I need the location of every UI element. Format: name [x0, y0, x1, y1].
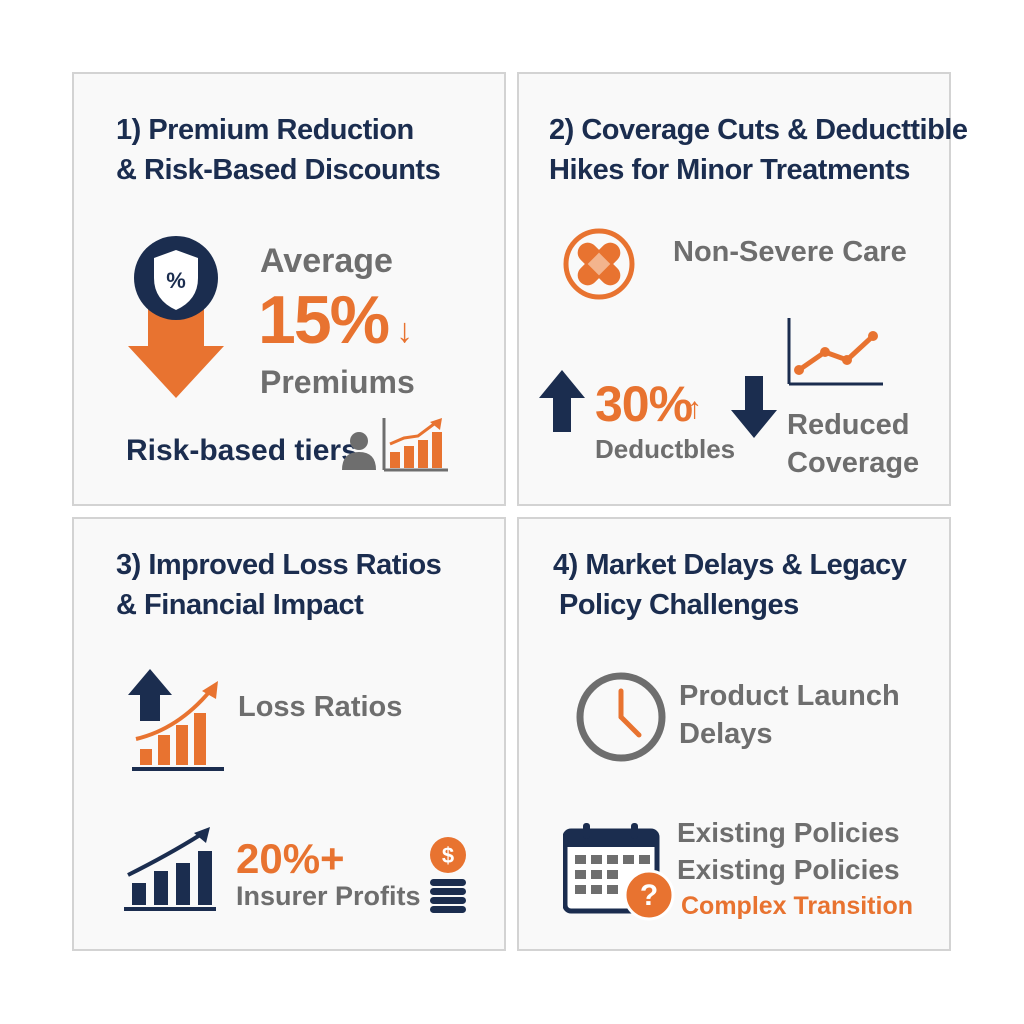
existing-policies-label-1: Existing Policies [677, 817, 900, 848]
product-launch-label: Product Launch [679, 680, 900, 712]
question-symbol: ? [640, 879, 658, 912]
coin-stack-icon: $ [430, 837, 466, 913]
growth-bar-chart-icon [124, 827, 216, 911]
complex-transition-label: Complex Transition [681, 892, 913, 920]
stat-up-arrow: ↑ [687, 392, 702, 425]
question-icon: ? [623, 869, 675, 921]
risk-tiers-label: Risk-based tiers [126, 434, 358, 467]
deductibles-label: Deductbles [595, 434, 736, 464]
existing-policies-label-2: Existing Policies [677, 854, 900, 885]
panel-loss-ratios: 3) Improved Loss Ratios & Financial Impa… [72, 517, 506, 951]
coverage-label: Coverage [787, 447, 920, 479]
panel-title-line1: 4) Market Delays & Legacy [553, 549, 907, 581]
line-chart-icon [787, 318, 883, 386]
panel-title-line1: 3) Improved Loss Ratios [116, 549, 442, 581]
loss-ratios-label: Loss Ratios [238, 691, 403, 723]
panel-market-delays: 4) Market Delays & Legacy Policy Challen… [517, 517, 951, 951]
up-arrow-icon [539, 370, 585, 432]
non-severe-care-label: Non-Severe Care [673, 236, 907, 268]
panel-title-line1: 1) Premium Reduction [116, 114, 414, 146]
coin-symbol: $ [442, 843, 454, 868]
panel-title-line2: & Risk-Based Discounts [116, 154, 441, 186]
premiums-label: Premiums [260, 364, 415, 400]
profit-stat: 20%+ [236, 835, 345, 882]
bandage-icon [563, 228, 635, 300]
person-icon [342, 432, 376, 470]
bar-chart-up-icon [382, 418, 448, 472]
panel-title-line2: Hikes for Minor Treatments [549, 154, 910, 186]
clock-icon [576, 672, 666, 762]
panel-title-line2: Policy Challenges [559, 589, 799, 621]
panel-title-line1: 2) Coverage Cuts & Deducttible [549, 114, 968, 146]
deductible-stat: 30% [595, 376, 693, 432]
insurer-profits-label: Insurer Profits [236, 881, 421, 911]
premium-stat: 15% [258, 282, 390, 358]
panel-coverage-cuts: 2) Coverage Cuts & Deducttible Hikes for… [517, 72, 968, 506]
panel-premium-reduction: 1) Premium Reduction & Risk-Based Discou… [72, 72, 506, 506]
reduced-label: Reduced [787, 409, 910, 441]
shield-percent-text: % [166, 268, 186, 293]
down-arrow-icon [731, 376, 777, 438]
up-arrow-bar-chart-icon [128, 669, 224, 771]
stat-down-arrow: ↓ [396, 312, 413, 350]
average-label: Average [260, 242, 393, 280]
shield-percent-icon: % [128, 236, 224, 398]
panel-title-line2: & Financial Impact [116, 589, 364, 621]
delays-label: Delays [679, 718, 773, 750]
